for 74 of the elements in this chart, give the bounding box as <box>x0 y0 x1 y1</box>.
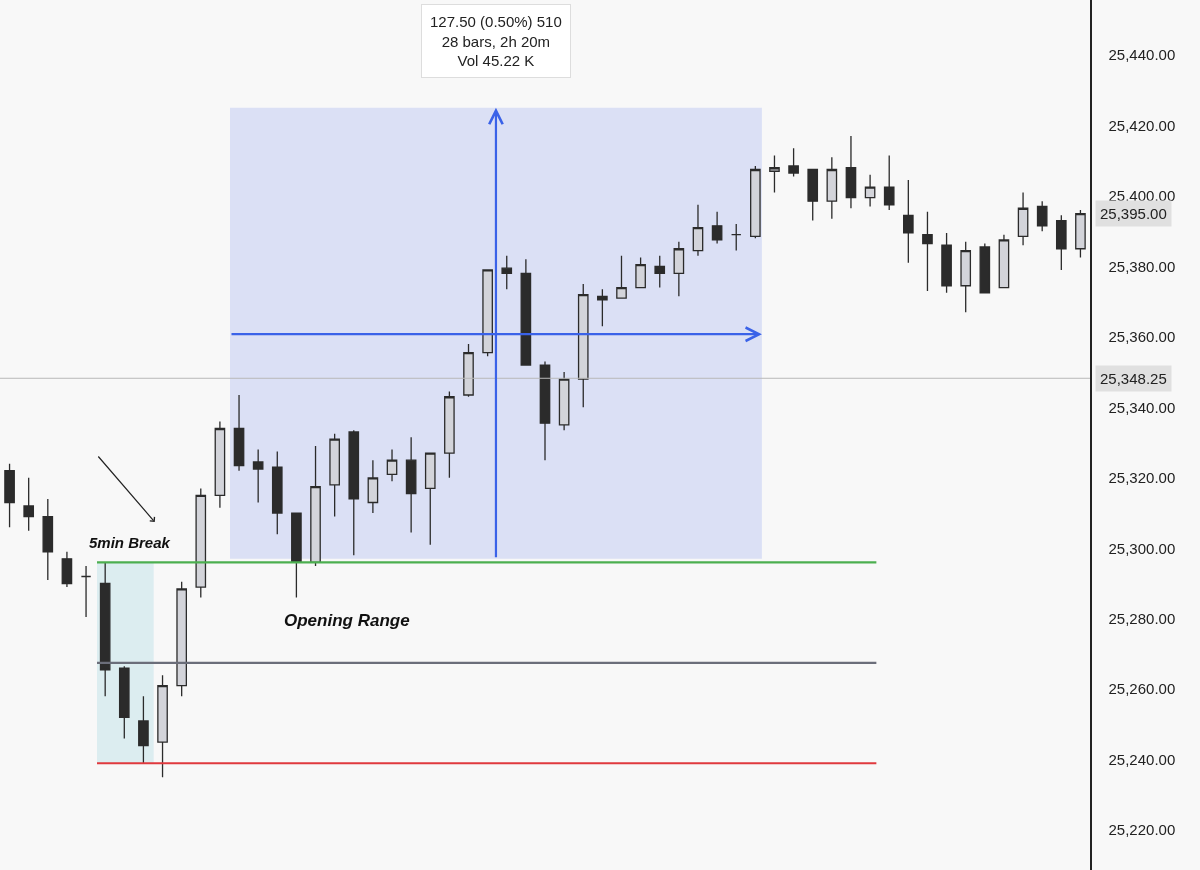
annotation: 5min Break <box>89 534 171 551</box>
candlestick <box>635 256 646 289</box>
text: 25,395.00 <box>1100 205 1167 222</box>
candlestick <box>883 154 895 211</box>
candlestick <box>291 512 302 599</box>
candlestick <box>214 420 226 509</box>
annotation: Opening Range <box>284 611 410 630</box>
y-tick-label: 25,400.00 <box>1108 187 1176 205</box>
candlestick <box>788 147 799 178</box>
candlestick <box>960 241 972 313</box>
candlestick <box>1036 200 1048 232</box>
candlestick <box>176 581 187 697</box>
candlestick <box>1017 191 1029 246</box>
candlestick <box>673 241 685 297</box>
candlestick <box>711 211 723 245</box>
candlestick <box>367 459 379 514</box>
candlestick <box>1055 214 1067 271</box>
ref-line-label: 25,348.25 <box>1100 370 1167 387</box>
candlestick <box>386 448 398 482</box>
candlestick <box>233 394 245 472</box>
candlestick <box>23 477 35 532</box>
candlestick <box>463 343 474 398</box>
candlestick <box>750 165 761 239</box>
candlestick <box>597 288 608 327</box>
y-tick-label: 25,360.00 <box>1108 328 1176 346</box>
candlestick <box>348 429 360 556</box>
candlestick <box>80 565 92 618</box>
candlestick <box>444 390 455 479</box>
candlestick <box>252 448 264 504</box>
candlestick <box>157 674 168 778</box>
candlestick <box>654 255 666 289</box>
candlestick <box>692 204 704 257</box>
candlestick <box>195 487 207 599</box>
y-tick-label: 25,340.00 <box>1108 398 1176 416</box>
candlestick <box>979 242 991 294</box>
candlestick <box>826 156 838 220</box>
y-tick-label: 25,240.00 <box>1108 750 1176 768</box>
y-tick-label: 25,440.00 <box>1108 46 1176 64</box>
candlestick <box>520 258 532 366</box>
y-tick-label: 25,420.00 <box>1108 116 1176 134</box>
candlestick <box>845 135 857 209</box>
y-tick-label: 25,380.00 <box>1108 257 1176 275</box>
candlestick <box>118 665 130 740</box>
candlestick <box>903 179 914 264</box>
candlestick <box>730 223 742 252</box>
y-tick-label: 25,320.00 <box>1108 469 1176 487</box>
candlestick <box>4 463 15 528</box>
band-label: 127.50 (0.50%) 510 28 bars, 2h 20m Vol 45.22 K <box>430 13 562 69</box>
candlestick <box>769 154 780 194</box>
candlestick <box>99 561 111 697</box>
candlestick <box>941 232 952 294</box>
candlestick <box>424 452 436 546</box>
y-tick-label: 25,260.00 <box>1108 680 1176 698</box>
candlestick <box>501 255 513 290</box>
candlestick <box>998 234 1010 289</box>
candlestick <box>329 433 340 518</box>
candlestick <box>310 445 321 567</box>
y-tick-label: 25,220.00 <box>1108 821 1176 839</box>
candlestick <box>577 283 589 408</box>
candlestick <box>922 211 933 292</box>
candlestick <box>558 371 570 431</box>
candlestick <box>405 436 417 534</box>
candlestick <box>61 551 73 588</box>
candlestick <box>1075 209 1086 259</box>
y-tick-label: 25,280.00 <box>1108 610 1176 628</box>
y-tick-label: 25,300.00 <box>1108 539 1176 557</box>
candlestick <box>539 360 551 461</box>
candlestick <box>616 255 627 299</box>
candlestick <box>864 174 876 208</box>
candlestick <box>271 450 283 535</box>
candlestick <box>42 498 54 581</box>
candlestick <box>807 168 819 222</box>
candlestick <box>138 695 149 764</box>
candlestick <box>482 269 493 357</box>
